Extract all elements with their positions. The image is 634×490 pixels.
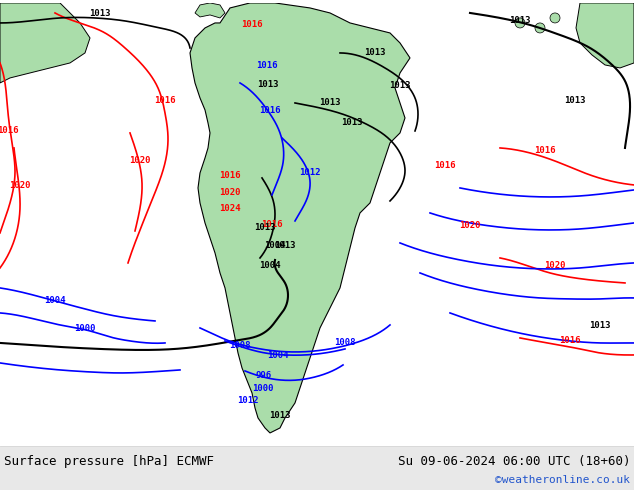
Polygon shape <box>195 3 225 18</box>
Text: 1016: 1016 <box>0 126 19 135</box>
Polygon shape <box>576 3 634 68</box>
Text: Su 09-06-2024 06:00 UTC (18+60): Su 09-06-2024 06:00 UTC (18+60) <box>398 455 630 468</box>
Text: 1012: 1012 <box>237 396 259 405</box>
Text: 1024: 1024 <box>219 204 241 213</box>
Circle shape <box>550 13 560 23</box>
Text: 996: 996 <box>256 371 272 380</box>
Text: 1020: 1020 <box>544 261 566 270</box>
Text: 1013: 1013 <box>509 16 531 25</box>
Text: 1016: 1016 <box>259 106 281 115</box>
Text: 1013: 1013 <box>254 223 276 232</box>
Text: 1000: 1000 <box>252 384 274 393</box>
Text: 1013: 1013 <box>389 81 411 90</box>
Text: 1008: 1008 <box>230 341 251 350</box>
Text: 1013: 1013 <box>320 98 340 107</box>
Text: 1004: 1004 <box>44 296 66 305</box>
Text: 1016: 1016 <box>154 96 176 105</box>
Circle shape <box>515 18 525 28</box>
Text: 1020: 1020 <box>459 221 481 230</box>
Text: 1013: 1013 <box>275 241 295 250</box>
Text: 1013: 1013 <box>564 96 586 105</box>
Text: 1016: 1016 <box>534 146 556 155</box>
Text: 1013: 1013 <box>89 9 111 18</box>
Text: 1016: 1016 <box>242 20 262 29</box>
Text: ©weatheronline.co.uk: ©weatheronline.co.uk <box>495 475 630 485</box>
Text: Surface pressure [hPa] ECMWF: Surface pressure [hPa] ECMWF <box>4 455 214 468</box>
Polygon shape <box>190 3 410 433</box>
Text: 1016: 1016 <box>261 220 283 229</box>
Text: 1020: 1020 <box>219 188 241 197</box>
Text: 1013: 1013 <box>257 80 279 89</box>
Text: 1020: 1020 <box>129 156 151 165</box>
Text: 1012: 1012 <box>299 168 321 177</box>
Text: 1008: 1008 <box>334 338 356 347</box>
Text: 1013: 1013 <box>269 411 291 420</box>
Text: 1004: 1004 <box>264 241 286 250</box>
Text: 1016: 1016 <box>219 171 241 180</box>
Text: 1016: 1016 <box>434 161 456 170</box>
Text: 1016: 1016 <box>559 336 581 345</box>
Polygon shape <box>0 3 90 83</box>
Text: 1000: 1000 <box>74 324 96 333</box>
Text: 1016: 1016 <box>256 61 278 70</box>
Text: 1004: 1004 <box>259 261 281 270</box>
Circle shape <box>535 23 545 33</box>
Text: 1013: 1013 <box>341 118 363 127</box>
Text: 1013: 1013 <box>365 48 385 57</box>
Text: 1004: 1004 <box>268 351 288 360</box>
Text: 1013: 1013 <box>589 321 611 330</box>
Text: 1020: 1020 <box>10 181 31 190</box>
